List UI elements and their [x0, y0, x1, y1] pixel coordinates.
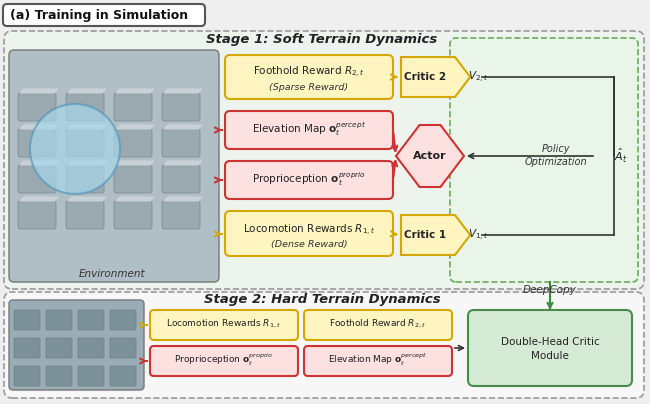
Text: Critic 1: Critic 1: [404, 230, 446, 240]
Polygon shape: [116, 125, 154, 129]
FancyBboxPatch shape: [66, 129, 104, 157]
Text: $V_{1,t}$: $V_{1,t}$: [468, 227, 489, 242]
Text: Optimization: Optimization: [525, 157, 588, 167]
Polygon shape: [20, 161, 58, 165]
FancyBboxPatch shape: [18, 129, 56, 157]
FancyBboxPatch shape: [14, 338, 40, 358]
Text: $\hat{A}_t$: $\hat{A}_t$: [614, 147, 628, 165]
FancyBboxPatch shape: [162, 93, 200, 121]
FancyBboxPatch shape: [78, 338, 104, 358]
Polygon shape: [401, 215, 470, 255]
Text: (a) Training in Simulation: (a) Training in Simulation: [10, 8, 188, 21]
Text: Locomotion Rewards $R_{1,t}$: Locomotion Rewards $R_{1,t}$: [243, 223, 375, 238]
Polygon shape: [164, 197, 202, 201]
Polygon shape: [164, 89, 202, 93]
FancyBboxPatch shape: [225, 55, 393, 99]
Polygon shape: [401, 57, 470, 97]
FancyBboxPatch shape: [9, 50, 219, 282]
FancyBboxPatch shape: [468, 310, 632, 386]
Polygon shape: [68, 89, 106, 93]
FancyBboxPatch shape: [225, 211, 393, 256]
FancyBboxPatch shape: [46, 338, 72, 358]
FancyBboxPatch shape: [14, 310, 40, 330]
FancyBboxPatch shape: [18, 93, 56, 121]
Text: $V_{2,t}$: $V_{2,t}$: [468, 69, 489, 84]
FancyBboxPatch shape: [114, 165, 152, 193]
FancyBboxPatch shape: [14, 366, 40, 386]
Text: (Dense Reward): (Dense Reward): [270, 240, 347, 250]
FancyBboxPatch shape: [46, 366, 72, 386]
Text: Actor: Actor: [413, 151, 447, 161]
FancyBboxPatch shape: [66, 201, 104, 229]
Text: Proprioception $\mathbf{o}_{t}^{proprio}$: Proprioception $\mathbf{o}_{t}^{proprio}…: [174, 352, 274, 368]
FancyBboxPatch shape: [66, 93, 104, 121]
FancyBboxPatch shape: [4, 31, 644, 289]
FancyBboxPatch shape: [162, 201, 200, 229]
Polygon shape: [20, 197, 58, 201]
Polygon shape: [116, 197, 154, 201]
Polygon shape: [116, 161, 154, 165]
FancyBboxPatch shape: [304, 346, 452, 376]
Polygon shape: [20, 125, 58, 129]
FancyBboxPatch shape: [46, 310, 72, 330]
FancyBboxPatch shape: [225, 111, 393, 149]
Text: Critic 2: Critic 2: [404, 72, 446, 82]
Polygon shape: [68, 125, 106, 129]
FancyBboxPatch shape: [4, 292, 644, 398]
Text: Foothold Reward $R_{2,t}$: Foothold Reward $R_{2,t}$: [330, 318, 426, 330]
Polygon shape: [68, 197, 106, 201]
Text: Elevation Map $\mathbf{o}_{t}^{percept}$: Elevation Map $\mathbf{o}_{t}^{percept}$: [328, 352, 428, 368]
Polygon shape: [164, 125, 202, 129]
Text: Module: Module: [531, 351, 569, 361]
FancyBboxPatch shape: [66, 165, 104, 193]
Text: Stage 2: Hard Terrain Dynamics: Stage 2: Hard Terrain Dynamics: [203, 292, 440, 305]
Text: Environment: Environment: [79, 269, 146, 279]
Text: DeepCopy: DeepCopy: [523, 285, 577, 295]
FancyBboxPatch shape: [162, 165, 200, 193]
FancyBboxPatch shape: [114, 93, 152, 121]
Text: (Sparse Reward): (Sparse Reward): [270, 84, 348, 93]
FancyBboxPatch shape: [114, 201, 152, 229]
FancyBboxPatch shape: [18, 201, 56, 229]
FancyBboxPatch shape: [9, 300, 144, 390]
Text: Foothold Reward $R_{2,t}$: Foothold Reward $R_{2,t}$: [254, 65, 365, 80]
FancyBboxPatch shape: [114, 129, 152, 157]
Circle shape: [30, 104, 120, 194]
FancyBboxPatch shape: [110, 366, 136, 386]
Text: Elevation Map $\mathbf{o}_{t}^{percept}$: Elevation Map $\mathbf{o}_{t}^{percept}$: [252, 120, 366, 138]
FancyBboxPatch shape: [110, 338, 136, 358]
FancyBboxPatch shape: [18, 165, 56, 193]
Text: Policy: Policy: [541, 144, 570, 154]
FancyBboxPatch shape: [150, 310, 298, 340]
FancyBboxPatch shape: [225, 161, 393, 199]
Text: Proprioception $\mathbf{o}_{t}^{proprio}$: Proprioception $\mathbf{o}_{t}^{proprio}…: [252, 170, 366, 188]
Polygon shape: [68, 161, 106, 165]
FancyBboxPatch shape: [304, 310, 452, 340]
FancyBboxPatch shape: [162, 129, 200, 157]
FancyBboxPatch shape: [78, 366, 104, 386]
Polygon shape: [396, 125, 464, 187]
Text: Stage 1: Soft Terrain Dynamics: Stage 1: Soft Terrain Dynamics: [207, 34, 437, 46]
Polygon shape: [164, 161, 202, 165]
FancyBboxPatch shape: [150, 346, 298, 376]
FancyBboxPatch shape: [3, 4, 205, 26]
Text: Double-Head Critic: Double-Head Critic: [500, 337, 599, 347]
Polygon shape: [20, 89, 58, 93]
FancyBboxPatch shape: [110, 310, 136, 330]
FancyBboxPatch shape: [450, 38, 638, 282]
Text: Locomotion Rewards $R_{1,t}$: Locomotion Rewards $R_{1,t}$: [166, 318, 281, 330]
FancyBboxPatch shape: [78, 310, 104, 330]
Polygon shape: [116, 89, 154, 93]
